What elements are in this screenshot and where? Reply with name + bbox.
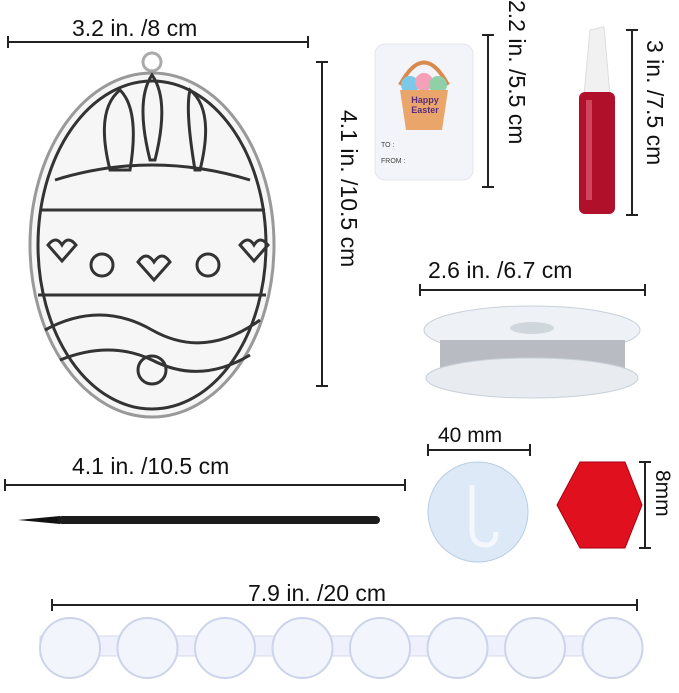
paint-bottle bbox=[579, 26, 615, 214]
suction-cup-hook bbox=[427, 461, 529, 563]
egg-width-label: 3.2 in. /8 cm bbox=[72, 15, 198, 41]
tag-title: Happy Easter bbox=[405, 95, 445, 115]
paint-cup bbox=[271, 617, 334, 679]
egg-suncatcher bbox=[28, 51, 276, 419]
paint-cup bbox=[39, 617, 101, 679]
bead-size-label: 8mm bbox=[651, 470, 674, 517]
acrylic-bead bbox=[556, 461, 643, 549]
paint-cup bbox=[581, 617, 644, 679]
egg-height-label: 4.1 in. /10.5 cm bbox=[336, 110, 362, 268]
paint-cup bbox=[426, 617, 489, 679]
paint-cup bbox=[194, 617, 256, 679]
hook-width-label: 40 mm bbox=[438, 424, 503, 447]
wire-width-label: 2.6 in. /6.7 cm bbox=[428, 257, 573, 283]
palette-length-label: 7.9 in. /20 cm bbox=[248, 580, 387, 606]
paint-palette bbox=[39, 617, 644, 679]
tag-height-label: 2.2 in. /5.5 cm bbox=[504, 0, 530, 145]
wire-spool bbox=[423, 305, 641, 399]
tag-title-line2: Easter bbox=[411, 105, 439, 115]
dimension-lines bbox=[4, 29, 651, 611]
paint-cup bbox=[349, 617, 411, 679]
bottle-height-label: 3 in. /7.5 cm bbox=[642, 40, 668, 166]
paint-brush bbox=[18, 516, 380, 524]
brush-length-label: 4.1 in. /10.5 cm bbox=[72, 453, 230, 479]
tag-to: TO : bbox=[381, 142, 395, 149]
tag-title-line1: Happy bbox=[411, 95, 439, 105]
gift-tag bbox=[374, 43, 474, 181]
tag-from: FROM : bbox=[381, 158, 406, 165]
paint-cup bbox=[504, 617, 566, 679]
paint-cup bbox=[116, 617, 179, 679]
